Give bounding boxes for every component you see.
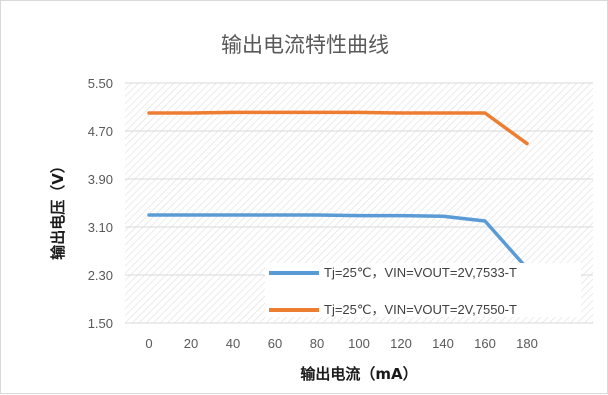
- x-tick-label-7: 140: [432, 336, 454, 351]
- x-tick-label-5: 100: [348, 336, 370, 351]
- x-tick-label-3: 60: [268, 336, 282, 351]
- x-tick-label-8: 160: [474, 336, 496, 351]
- legend: Tj=25℃，VIN=VOUT=2V,7533-T Tj=25℃，VIN=VOU…: [265, 263, 581, 317]
- y-axis-ticks: 1.50 2.30 3.10 3.90 4.70 5.50: [88, 76, 113, 331]
- x-tick-label-2: 40: [226, 336, 240, 351]
- x-axis-ticks: 0 20 40 60 80 100 120 140 160 180: [145, 336, 537, 351]
- y-tick-label-4: 4.70: [88, 124, 113, 139]
- y-tick-label-1: 2.30: [88, 268, 113, 283]
- x-tick-label-1: 20: [184, 336, 198, 351]
- chart-title: 输出电流特性曲线: [221, 33, 389, 57]
- x-tick-label-0: 0: [145, 336, 152, 351]
- y-tick-label-5: 5.50: [88, 76, 113, 91]
- y-tick-label-0: 1.50: [88, 316, 113, 331]
- y-tick-label-3: 3.90: [88, 172, 113, 187]
- legend-label-series-2: Tj=25℃，VIN=VOUT=2V,7550-T: [324, 302, 517, 317]
- x-tick-label-6: 120: [390, 336, 412, 351]
- legend-label-series-1: Tj=25℃，VIN=VOUT=2V,7533-T: [324, 265, 517, 280]
- y-axis-title: 输出电压（V）: [49, 158, 67, 260]
- y-tick-label-2: 3.10: [88, 220, 113, 235]
- x-axis-title: 输出电流（mA）: [300, 365, 417, 383]
- x-tick-label-9: 180: [516, 336, 538, 351]
- x-tick-label-4: 80: [310, 336, 324, 351]
